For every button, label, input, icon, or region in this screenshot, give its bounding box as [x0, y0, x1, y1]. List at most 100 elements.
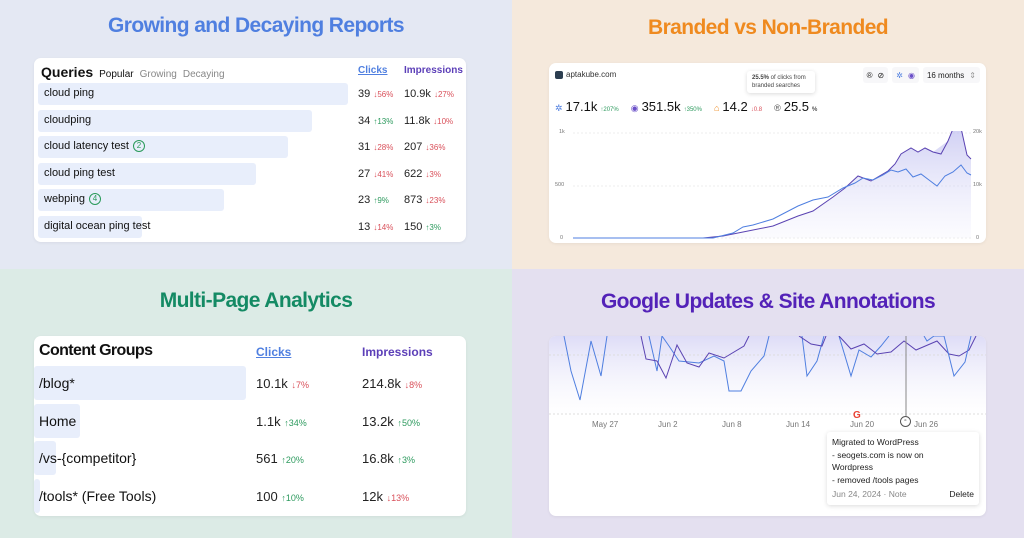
query-volume-bar	[38, 162, 256, 185]
group-impressions: 214.8k ↓8%	[362, 376, 423, 391]
query-text: cloud latency test	[44, 140, 129, 152]
query-impressions: 207 ↓36%	[404, 141, 446, 153]
queries-card: Queries Popular Growing Decaying Clicks …	[34, 58, 466, 242]
y-right-tick: 20k	[973, 129, 982, 135]
site-logo-icon	[555, 70, 563, 79]
site-name: aptakube.com	[566, 70, 617, 79]
clicks-column-header[interactable]: Clicks	[358, 65, 388, 76]
query-row[interactable]: digital ocean ping test 13 ↓14% 150 ↑3%	[38, 215, 462, 238]
group-impressions: 12k ↓13%	[362, 488, 410, 504]
query-clicks: 31 ↓28%	[358, 141, 394, 153]
annotation-note-icon[interactable]: ▫	[900, 416, 911, 427]
query-impressions: 150 ↑3%	[404, 220, 441, 233]
group-clicks: 10.1k ↓7%	[256, 376, 309, 391]
query-clicks: 34 ↑13%	[358, 114, 394, 127]
content-groups-card: Content Groups Clicks Impressions /blog*…	[34, 336, 466, 516]
group-impressions: 13.2k ↑50%	[362, 413, 420, 429]
rank-badge-icon: 4	[88, 193, 101, 205]
stat-position: ⌂ 14.2 ↓0.8	[713, 99, 763, 114]
chevron-updown-icon: ⇕	[969, 70, 976, 80]
x-axis-label: Jun 14	[786, 420, 811, 429]
queries-title: Queries	[41, 64, 94, 80]
branded-icon: ®	[774, 103, 781, 113]
y-left-tick: 1k	[559, 129, 565, 135]
query-volume-bar	[38, 109, 312, 132]
annotations-card: G ▫ May 27 Jun 2 Jun 8 Jun 14 Jun 20 Jun 26 M…	[549, 336, 986, 516]
query-row[interactable]: cloudping 34 ↑13% 11.8k ↓10%	[38, 109, 462, 132]
date-range-select[interactable]: 16 months ⇕	[922, 67, 980, 83]
query-text: digital ocean ping test	[44, 219, 151, 232]
delete-note-button[interactable]: Delete	[949, 489, 974, 499]
group-volume-bar	[34, 403, 80, 438]
group-name: /vs-{competitor}	[39, 450, 137, 466]
impressions-column-header[interactable]: Impressions	[404, 65, 463, 76]
query-row[interactable]: cloud latency test 2 31 ↓28% 207 ↓36%	[38, 136, 462, 158]
content-groups-title: Content Groups	[39, 342, 153, 359]
rank-badge-icon: 2	[133, 140, 145, 152]
group-volume-bar	[34, 366, 246, 400]
tab-popular[interactable]: Popular	[99, 69, 134, 80]
content-group-row[interactable]: /tools* (Free Tools) 100 ↑10% 12k ↓13%	[34, 478, 466, 513]
clicks-icon: ✲	[555, 103, 563, 113]
query-clicks: 27 ↓41%	[358, 167, 394, 180]
note-line: - removed /tools pages	[832, 474, 919, 485]
clicks-column-header[interactable]: Clicks	[256, 345, 292, 359]
tab-growing[interactable]: Growing	[139, 69, 177, 80]
query-volume-bar	[38, 136, 288, 158]
y-right-tick: 10k	[973, 182, 982, 188]
metric-toggles[interactable]: ✲ ◉	[892, 67, 919, 83]
group-clicks: 100 ↑10%	[256, 488, 304, 504]
query-text: cloud ping	[44, 87, 95, 99]
y-right-tick: 0	[976, 235, 980, 241]
query-volume-bar	[38, 215, 142, 238]
position-icon: ⌂	[713, 103, 720, 113]
annotations-trend-chart	[549, 336, 986, 416]
query-volume-bar	[38, 83, 348, 105]
group-name: /tools* (Free Tools)	[39, 487, 157, 504]
query-text: cloudping	[44, 113, 92, 126]
query-clicks: 13 ↓14%	[358, 220, 394, 233]
query-text: cloud ping test	[44, 166, 115, 179]
query-text: webping	[44, 193, 85, 205]
google-update-icon[interactable]: G	[853, 410, 861, 421]
query-row[interactable]: webping 4 23 ↑9% 873 ↓23%	[38, 189, 462, 211]
stat-eye: ◉ 351.5k ↑350%	[630, 99, 702, 114]
impressions-toggle-icon[interactable]: ◉	[907, 70, 915, 80]
clicks-toggle-icon[interactable]: ✲	[896, 70, 903, 80]
group-name: /blog*	[39, 375, 75, 391]
annotation-popover: Migrated to WordPress - seogets.com is n…	[827, 432, 979, 505]
x-axis-label: Jun 8	[722, 420, 742, 429]
x-axis-label: Jun 2	[658, 420, 678, 429]
group-clicks: 1.1k ↑34%	[256, 413, 307, 429]
content-group-row[interactable]: Home 1.1k ↑34% 13.2k ↑50%	[34, 403, 466, 438]
note-line: - seogets.com is now on	[832, 449, 924, 460]
site-selector[interactable]: aptakube.com	[555, 70, 616, 79]
group-volume-bar	[34, 441, 56, 475]
group-impressions: 16.8k ↑3%	[362, 451, 415, 466]
content-group-row[interactable]: /blog* 10.1k ↓7% 214.8k ↓8%	[34, 366, 466, 400]
panel-title: Multi-Page Analytics	[159, 289, 353, 312]
content-group-row[interactable]: /vs-{competitor} 561 ↑20% 16.8k ↑3%	[34, 441, 466, 475]
x-axis-label: Jun 20	[850, 420, 875, 429]
y-left-tick: 0	[560, 235, 564, 241]
panel-title: Growing and Decaying Reports	[108, 14, 405, 37]
query-volume-bar	[38, 189, 224, 211]
group-name: Home	[39, 412, 77, 429]
query-row[interactable]: cloud ping 39 ↓56% 10.9k ↓27%	[38, 83, 462, 105]
query-clicks: 39 ↓56%	[358, 88, 394, 100]
growing-decaying-panel: Growing and Decaying Reports Queries Pop…	[0, 0, 512, 269]
note-line: Wordpress	[832, 462, 873, 472]
x-axis-label: May 27	[592, 420, 619, 429]
filter-toggles[interactable]: ® ⊘	[862, 67, 889, 83]
impressions-column-header[interactable]: Impressions	[362, 345, 433, 359]
nonbranded-toggle-icon[interactable]: ⊘	[877, 70, 885, 80]
branded-toggle-icon[interactable]: ®	[866, 70, 873, 80]
eye-icon: ◉	[630, 103, 639, 113]
tab-decaying[interactable]: Decaying	[182, 69, 225, 80]
panel-title: Branded vs Non-Branded	[648, 16, 889, 39]
panel-title: Google Updates & Site Annotations	[600, 290, 936, 313]
stat-branded: ® 25.5%	[774, 99, 818, 114]
query-impressions: 10.9k ↓27%	[404, 88, 454, 100]
group-volume-bar	[34, 478, 40, 513]
query-row[interactable]: cloud ping test 27 ↓41% 622 ↓3%	[38, 162, 462, 185]
